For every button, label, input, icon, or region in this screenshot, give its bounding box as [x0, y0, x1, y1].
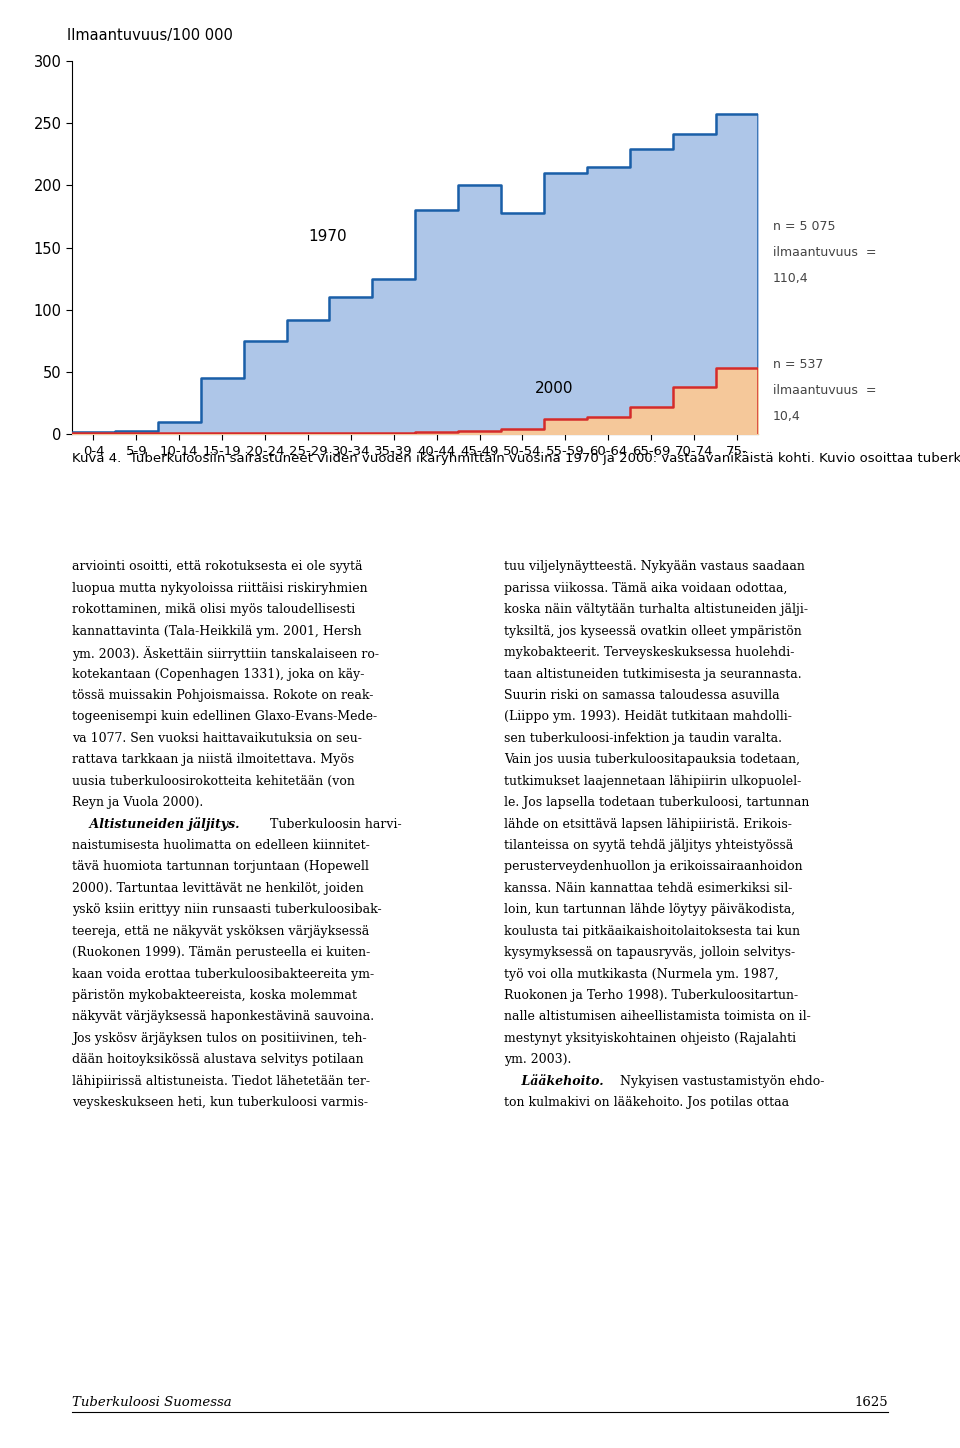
- Text: sen tuberkuloosi-infektion ja taudin varalta.: sen tuberkuloosi-infektion ja taudin var…: [504, 731, 782, 744]
- Text: Vain jos uusia tuberkuloositapauksia todetaan,: Vain jos uusia tuberkuloositapauksia tod…: [504, 753, 800, 766]
- Text: parissa viikossa. Tämä aika voidaan odottaa,: parissa viikossa. Tämä aika voidaan odot…: [504, 582, 787, 595]
- Text: ym. 2003). Äskettäin siirryttiin tanskalaiseen ro-: ym. 2003). Äskettäin siirryttiin tanskal…: [72, 646, 379, 662]
- Text: loin, kun tartunnan lähde löytyy päiväkodista,: loin, kun tartunnan lähde löytyy päiväko…: [504, 904, 795, 917]
- Text: arviointi osoitti, että rokotuksesta ei ole syytä: arviointi osoitti, että rokotuksesta ei …: [72, 560, 363, 573]
- Text: nalle altistumisen aiheellistamista toimista on il-: nalle altistumisen aiheellistamista toim…: [504, 1011, 811, 1024]
- Text: Suurin riski on samassa taloudessa asuvilla: Suurin riski on samassa taloudessa asuvi…: [504, 689, 780, 702]
- Text: 1625: 1625: [854, 1396, 888, 1409]
- Text: mestynyt yksityiskohtainen ohjeisto (Rajalahti: mestynyt yksityiskohtainen ohjeisto (Raj…: [504, 1032, 796, 1045]
- Text: 2000). Tartuntaa levittävät ne henkilöt, joiden: 2000). Tartuntaa levittävät ne henkilöt,…: [72, 882, 364, 895]
- Text: Altistuneiden jäljitys.: Altistuneiden jäljitys.: [72, 818, 239, 831]
- Text: ym. 2003).: ym. 2003).: [504, 1053, 571, 1066]
- Text: tilanteissa on syytä tehdä jäljitys yhteistyössä: tilanteissa on syytä tehdä jäljitys yhte…: [504, 838, 793, 851]
- Text: dään hoitoyksikössä alustava selvitys potilaan: dään hoitoyksikössä alustava selvitys po…: [72, 1053, 364, 1066]
- Text: tössä muissakin Pohjoismaissa. Rokote on reak-: tössä muissakin Pohjoismaissa. Rokote on…: [72, 689, 373, 702]
- Text: mykobakteerit. Terveyskeskuksessa huolehdi-: mykobakteerit. Terveyskeskuksessa huoleh…: [504, 646, 794, 659]
- Text: rattava tarkkaan ja niistä ilmoitettava. Myös: rattava tarkkaan ja niistä ilmoitettava.…: [72, 753, 354, 766]
- Text: tutkimukset laajennetaan lähipiirin ulkopuolel-: tutkimukset laajennetaan lähipiirin ulko…: [504, 775, 802, 788]
- Text: päristön mykobakteereista, koska molemmat: päristön mykobakteereista, koska molemma…: [72, 989, 357, 1002]
- Text: ilmaantuvuus  =: ilmaantuvuus =: [773, 246, 876, 259]
- Text: (Ruokonen 1999). Tämän perusteella ei kuiten-: (Ruokonen 1999). Tämän perusteella ei ku…: [72, 946, 371, 959]
- Text: ton kulmakivi on lääkehoito. Jos potilas ottaa: ton kulmakivi on lääkehoito. Jos potilas…: [504, 1096, 789, 1109]
- Text: koulusta tai pitkäaikaishoitolaitoksesta tai kun: koulusta tai pitkäaikaishoitolaitoksesta…: [504, 925, 800, 938]
- Text: va 1077. Sen vuoksi haittavaikutuksia on seu-: va 1077. Sen vuoksi haittavaikutuksia on…: [72, 731, 362, 744]
- Text: 110,4: 110,4: [773, 272, 808, 285]
- Text: Lääkehoito.: Lääkehoito.: [504, 1074, 604, 1087]
- Text: koska näin vältytään turhalta altistuneiden jälji-: koska näin vältytään turhalta altistunei…: [504, 604, 808, 617]
- Text: togeenisempi kuin edellinen Glaxo-Evans-Mede-: togeenisempi kuin edellinen Glaxo-Evans-…: [72, 711, 377, 724]
- Text: (Liippo ym. 1993). Heidät tutkitaan mahdolli-: (Liippo ym. 1993). Heidät tutkitaan mahd…: [504, 711, 792, 724]
- Text: n = 537: n = 537: [773, 358, 823, 371]
- Text: Jos yskösv ärjäyksen tulos on positiivinen, teh-: Jos yskösv ärjäyksen tulos on positiivin…: [72, 1032, 367, 1045]
- Text: näkyvät värjäyksessä haponkestävinä sauvoina.: näkyvät värjäyksessä haponkestävinä sauv…: [72, 1011, 374, 1024]
- Text: kaan voida erottaa tuberkuloosibakteereita ym-: kaan voida erottaa tuberkuloosibakteerei…: [72, 967, 374, 980]
- Text: Kuva 4.  Tuberkuloosiin sairastuneet viiden vuoden ikäryhmittäin vuosina 1970 ja: Kuva 4. Tuberkuloosiin sairastuneet viid…: [72, 452, 960, 465]
- Text: työ voi olla mutkikasta (Nurmela ym. 1987,: työ voi olla mutkikasta (Nurmela ym. 198…: [504, 967, 779, 980]
- Text: tävä huomiota tartunnan torjuntaan (Hopewell: tävä huomiota tartunnan torjuntaan (Hope…: [72, 860, 369, 873]
- Text: taan altistuneiden tutkimisesta ja seurannasta.: taan altistuneiden tutkimisesta ja seura…: [504, 668, 802, 681]
- Text: lähipiirissä altistuneista. Tiedot lähetetään ter-: lähipiirissä altistuneista. Tiedot lähet…: [72, 1074, 370, 1087]
- Text: kotekantaan (Copenhagen 1331), joka on käy-: kotekantaan (Copenhagen 1331), joka on k…: [72, 668, 365, 681]
- Text: le. Jos lapsella todetaan tuberkuloosi, tartunnan: le. Jos lapsella todetaan tuberkuloosi, …: [504, 796, 809, 809]
- Text: lähde on etsittävä lapsen lähipiiristä. Erikois-: lähde on etsittävä lapsen lähipiiristä. …: [504, 818, 792, 831]
- Text: Ilmaantuvuus/100 000: Ilmaantuvuus/100 000: [67, 29, 233, 43]
- Text: tyksiltä, jos kyseessä ovatkin olleet ympäristön: tyksiltä, jos kyseessä ovatkin olleet ym…: [504, 624, 802, 637]
- Text: Ruokonen ja Terho 1998). Tuberkuloositartun-: Ruokonen ja Terho 1998). Tuberkuloositar…: [504, 989, 798, 1002]
- Text: yskö ksiin erittyy niin runsaasti tuberkuloosibak-: yskö ksiin erittyy niin runsaasti tuberk…: [72, 904, 382, 917]
- Text: luopua mutta nykyoloissa riittäisi riskiryhmien: luopua mutta nykyoloissa riittäisi riski…: [72, 582, 368, 595]
- Text: kanssa. Näin kannattaa tehdä esimerkiksi sil-: kanssa. Näin kannattaa tehdä esimerkiksi…: [504, 882, 792, 895]
- Text: 1970: 1970: [308, 229, 347, 245]
- Text: rokottaminen, mikä olisi myös taloudellisesti: rokottaminen, mikä olisi myös taloudelli…: [72, 604, 355, 617]
- Text: perusterveydenhuollon ja erikoissairaanhoidon: perusterveydenhuollon ja erikoissairaanh…: [504, 860, 803, 873]
- Text: veyskeskukseen heti, kun tuberkuloosi varmis-: veyskeskukseen heti, kun tuberkuloosi va…: [72, 1096, 368, 1109]
- Text: naistumisesta huolimatta on edelleen kiinnitet-: naistumisesta huolimatta on edelleen kii…: [72, 838, 370, 851]
- Text: uusia tuberkuloosirokotteita kehitetään (von: uusia tuberkuloosirokotteita kehitetään …: [72, 775, 355, 788]
- Text: Tuberkuloosin harvi-: Tuberkuloosin harvi-: [262, 818, 401, 831]
- Text: Reyn ja Vuola 2000).: Reyn ja Vuola 2000).: [72, 796, 204, 809]
- Text: tuu viljelynäytteestä. Nykyään vastaus saadaan: tuu viljelynäytteestä. Nykyään vastaus s…: [504, 560, 804, 573]
- Text: Tuberkuloosi Suomessa: Tuberkuloosi Suomessa: [72, 1396, 231, 1409]
- Text: teereja, että ne näkyvät ysköksen värjäyksessä: teereja, että ne näkyvät ysköksen värjäy…: [72, 925, 370, 938]
- Text: Nykyisen vastustamistyön ehdo-: Nykyisen vastustamistyön ehdo-: [612, 1074, 825, 1087]
- Text: ilmaantuvuus  =: ilmaantuvuus =: [773, 384, 876, 397]
- Text: 10,4: 10,4: [773, 410, 801, 423]
- Text: n = 5 075: n = 5 075: [773, 220, 835, 233]
- Text: kysymyksessä on tapausryväs, jolloin selvitys-: kysymyksessä on tapausryväs, jolloin sel…: [504, 946, 795, 959]
- Text: 2000: 2000: [536, 381, 574, 397]
- Text: kannattavinta (Tala-Heikkilä ym. 2001, Hersh: kannattavinta (Tala-Heikkilä ym. 2001, H…: [72, 624, 362, 637]
